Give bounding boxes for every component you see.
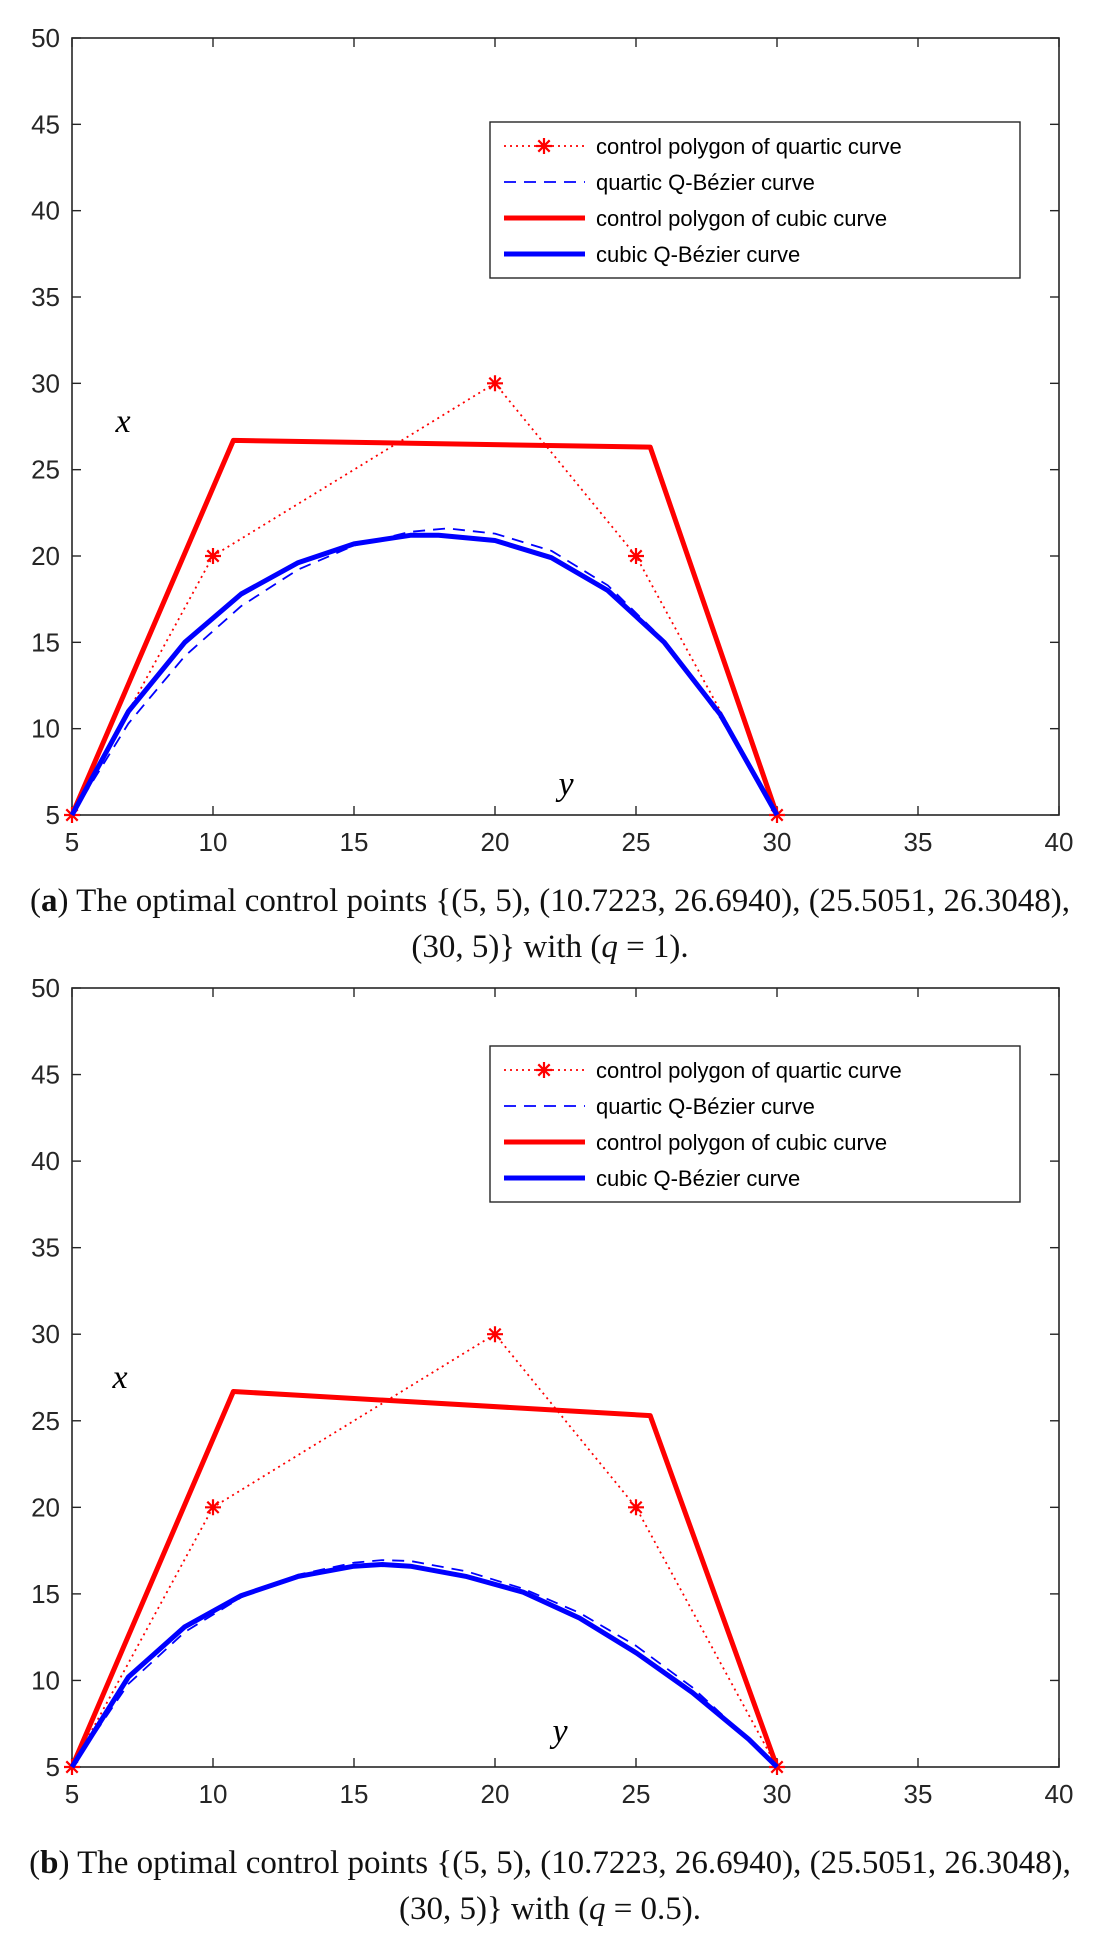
caption-a-label: a [41, 883, 58, 919]
caption-b-end: = 0.5). [605, 1891, 702, 1927]
x-tick-label: 15 [340, 827, 369, 857]
y-tick-label: 50 [31, 23, 60, 53]
y-tick-label: 35 [31, 282, 60, 312]
legend-label-2: quartic Q-Bézier curve [596, 170, 815, 195]
x-tick-label: 25 [622, 1779, 651, 1809]
y-tick-label: 35 [31, 1233, 60, 1263]
y-axis-label: x [111, 1359, 127, 1396]
y-axis-label: x [114, 403, 130, 440]
y-tick-label: 40 [31, 1146, 60, 1176]
legend-label-3: control polygon of cubic curve [596, 1130, 887, 1155]
y-tick-label: 30 [31, 368, 60, 398]
series-line-3 [69, 1389, 780, 1768]
caption-a-text: ) The optimal control points {(5, 5), (1… [57, 883, 1070, 965]
y-tick-label: 10 [31, 714, 60, 744]
caption-a-prefix: ( [30, 883, 42, 919]
caption-a-end: = 1). [617, 929, 689, 965]
caption-a: (a) The optimal control points {(5, 5), … [20, 878, 1080, 970]
y-tick-label: 20 [31, 1492, 60, 1522]
x-tick-label: 5 [65, 827, 79, 857]
y-tick-label: 45 [31, 1060, 60, 1090]
legend-marker [536, 138, 552, 154]
legend-label-2: quartic Q-Bézier curve [596, 1094, 815, 1119]
x-tick-label: 20 [481, 1779, 510, 1809]
data-point-marker [205, 1499, 221, 1516]
chart-a: 5 10 15 20 25 30 35 40 5 10 15 20 25 30 35 40 45 50 x y cont… [31, 23, 1074, 857]
caption-b-label: b [40, 1845, 59, 1881]
x-tick-label: 20 [481, 827, 510, 857]
series-line-4 [69, 1562, 779, 1769]
x-tick-label: 10 [199, 827, 228, 857]
y-tick-label: 50 [31, 973, 60, 1003]
caption-a-q: q [601, 929, 618, 965]
x-tick-label: 15 [340, 1779, 369, 1809]
legend: control polygon of quartic curve quartic … [489, 121, 1021, 279]
legend-label-1: control polygon of quartic curve [596, 1058, 902, 1083]
x-tick-label: 25 [622, 827, 651, 857]
caption-b-prefix: ( [29, 1845, 41, 1881]
x-tick-label: 30 [763, 827, 792, 857]
x-tick-label: 35 [904, 1779, 933, 1809]
y-tick-label: 20 [31, 541, 60, 571]
data-point-marker [205, 548, 221, 564]
series-line-4 [69, 532, 780, 817]
caption-b: (b) The optimal control points {(5, 5), … [20, 1840, 1080, 1932]
y-tick-label: 5 [46, 800, 60, 830]
figure-panel-b: 5 10 15 20 25 30 35 40 5 10 15 20 25 30 35 40 45 50 x y cont… [0, 960, 1100, 1944]
legend-marker [536, 1062, 552, 1078]
x-tick-label: 30 [763, 1779, 792, 1809]
x-tick-label: 10 [199, 1779, 228, 1809]
data-point-marker [487, 1326, 503, 1343]
caption-b-q: q [588, 1891, 606, 1927]
caption-b-text: ) The optimal control points {(5, 5), (1… [58, 1845, 1071, 1927]
series-line-3 [69, 437, 780, 816]
x-axis-label: y [549, 1713, 568, 1750]
legend-label-1: control polygon of quartic curve [596, 134, 902, 159]
y-tick-label: 25 [31, 1406, 60, 1436]
x-tick-label: 40 [1045, 1779, 1074, 1809]
figure-panel-a: 5 10 15 20 25 30 35 40 5 10 15 20 25 30 35 40 45 50 x y cont… [20, 23, 1080, 970]
series-line-1 [71, 1333, 778, 1768]
legend-label-4: cubic Q-Bézier curve [596, 1166, 800, 1191]
y-tick-label: 25 [31, 455, 60, 485]
y-tick-label: 45 [31, 109, 60, 139]
legend-label-3: control polygon of cubic curve [596, 206, 887, 231]
legend-label-4: cubic Q-Bézier curve [596, 242, 800, 267]
y-tick-label: 10 [31, 1665, 60, 1695]
y-tick-label: 40 [31, 196, 60, 226]
legend: control polygon of quartic curve quartic … [489, 1045, 1021, 1203]
x-tick-label: 35 [904, 827, 933, 857]
y-tick-label: 15 [31, 627, 60, 657]
data-point-marker [628, 1499, 644, 1516]
y-tick-label: 15 [31, 1579, 60, 1609]
series-line-2 [71, 527, 778, 816]
x-tick-label: 40 [1045, 827, 1074, 857]
y-tick-label: 30 [31, 1319, 60, 1349]
y-tick-label: 5 [46, 1752, 60, 1782]
x-axis-label: y [555, 766, 574, 803]
data-point-marker [628, 548, 644, 564]
chart-b: 5 10 15 20 25 30 35 40 5 10 15 20 25 30 35 40 45 50 x y cont… [31, 973, 1074, 1809]
x-tick-label: 5 [65, 1779, 79, 1809]
data-point-marker [487, 375, 503, 392]
series-line-2 [71, 1559, 778, 1768]
